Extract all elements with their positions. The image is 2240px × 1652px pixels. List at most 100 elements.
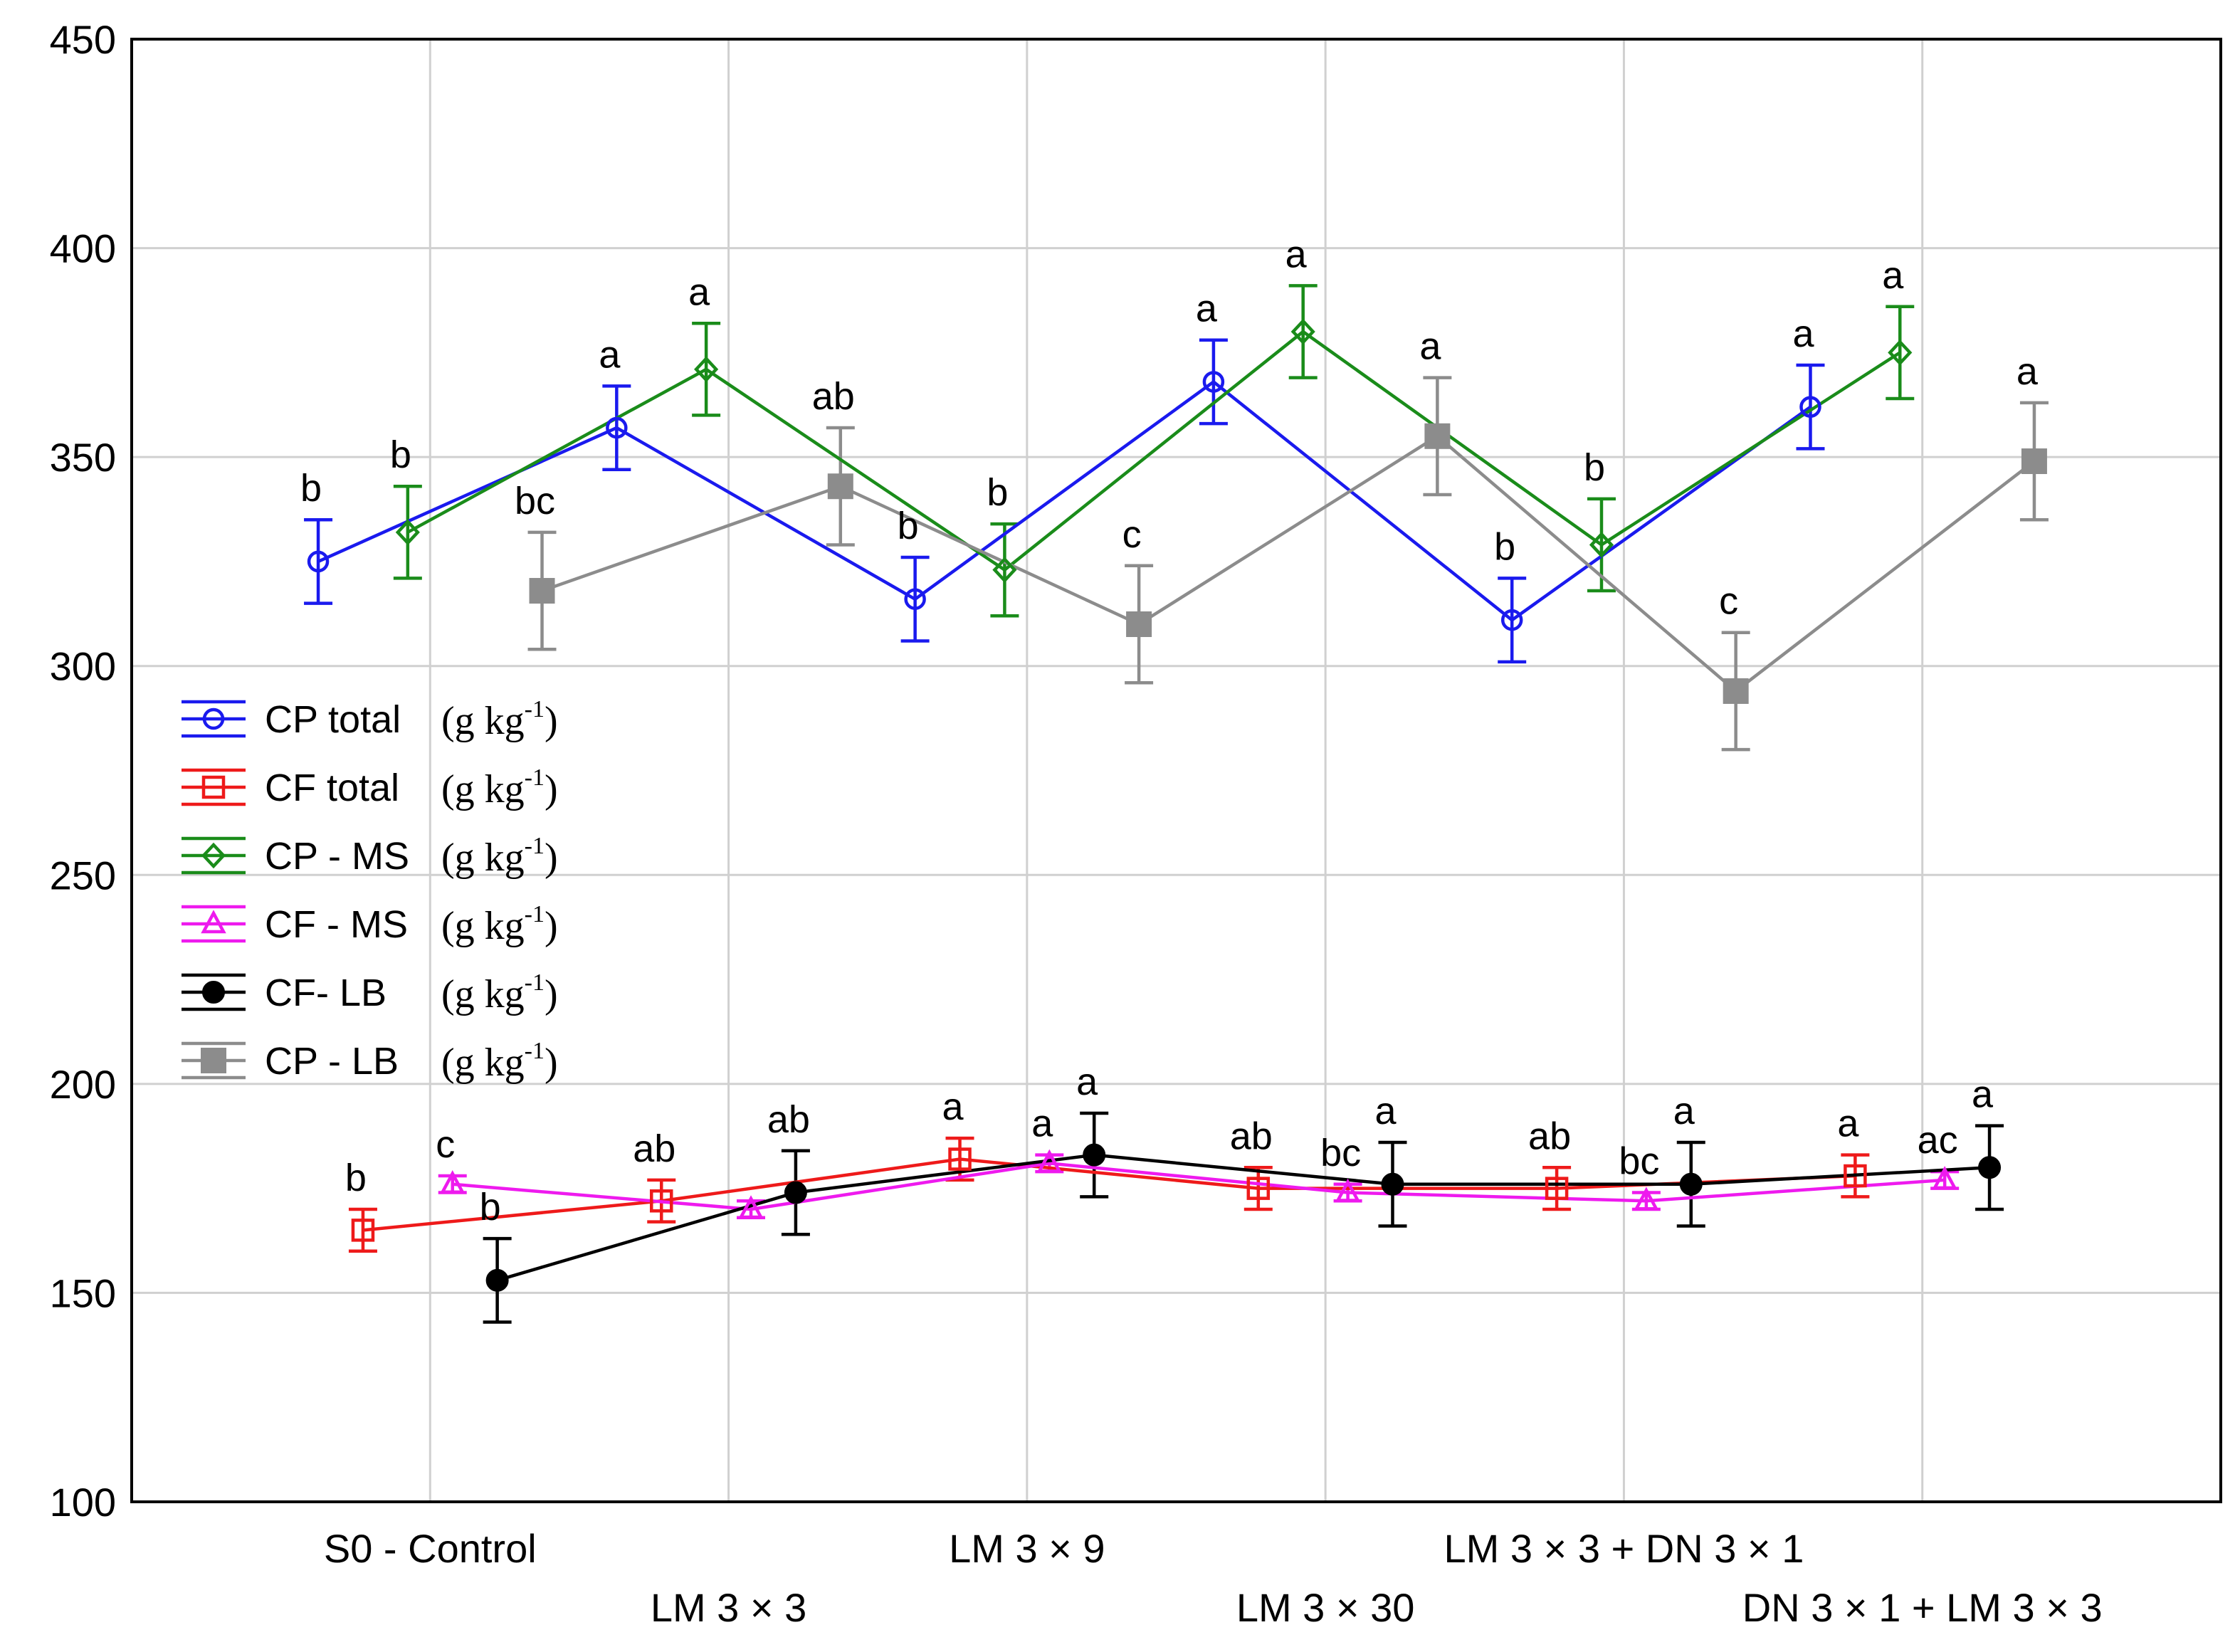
- series-line: [496, 1153, 1990, 1282]
- significance-letter: a: [942, 1085, 964, 1128]
- data-point: [1723, 678, 1749, 704]
- significance-letter: b: [345, 1157, 367, 1199]
- significance-letter: b: [390, 433, 411, 476]
- data-point: [1844, 1164, 1867, 1188]
- legend-unit: (g kg-1): [441, 764, 558, 811]
- data-point: [351, 1219, 375, 1242]
- significance-letter: b: [1494, 525, 1515, 568]
- axes: 100 150 200 250 300 350 400 450 S0 - Control LM 3…: [50, 17, 2222, 1630]
- significance-letter: a: [1419, 325, 1441, 368]
- legend-label: CP total: [265, 698, 401, 741]
- significance-letter: a: [1285, 233, 1308, 275]
- plot-frame: [130, 38, 2222, 1503]
- series-line: [452, 1162, 1945, 1211]
- legend-unit: (g kg-1): [441, 833, 558, 880]
- data-point: [827, 473, 853, 500]
- significance-letter: a: [1673, 1090, 1695, 1132]
- data-point: [1589, 532, 1614, 558]
- significance-letter: a: [1792, 312, 1814, 355]
- y-tick-label: 200: [50, 1062, 116, 1107]
- data-point: [1290, 318, 1315, 345]
- significance-letter: ab: [812, 375, 855, 418]
- significance-letter: bc: [515, 480, 555, 522]
- significance-letter: a: [1196, 288, 1218, 330]
- significance-letter: a: [599, 333, 621, 376]
- significance-letter: c: [1122, 513, 1142, 556]
- x-tick-label: LM 3 × 30: [1236, 1585, 1415, 1630]
- significance-letter: ab: [633, 1127, 675, 1170]
- y-tick-label: 350: [50, 435, 116, 480]
- x-tick-label: S0 - Control: [324, 1526, 537, 1571]
- legend-label: CF total: [265, 767, 399, 809]
- y-tick-label: 450: [50, 17, 116, 62]
- data-point: [694, 356, 719, 383]
- legend-unit: (g kg-1): [441, 901, 558, 948]
- significance-letter: ab: [767, 1098, 810, 1141]
- significance-letter: a: [1882, 254, 1904, 297]
- y-tick-label: 300: [50, 644, 116, 689]
- y-tick-label: 100: [50, 1480, 116, 1525]
- legend: CP total (g kg-1) CF total (g kg-1) CP - MS (…: [182, 696, 558, 1085]
- legend-marker: [201, 910, 226, 934]
- data-point: [1202, 371, 1225, 393]
- significance-letter: a: [2016, 350, 2039, 393]
- legend-label: CP - LB: [265, 1040, 399, 1083]
- error-bars: [304, 284, 2049, 1324]
- data-point: [2021, 448, 2047, 475]
- data-point: [1126, 611, 1152, 637]
- data-point: [1978, 1156, 2002, 1179]
- legend-marker: [201, 1048, 226, 1073]
- legend-marker: [202, 981, 225, 1004]
- significance-letter: b: [300, 467, 322, 510]
- y-tick-label: 150: [50, 1270, 116, 1315]
- significance-letter: bc: [1619, 1140, 1659, 1183]
- significance-letter: ab: [1528, 1115, 1571, 1157]
- data-point: [948, 1147, 972, 1171]
- series-line: [541, 433, 2036, 693]
- data-point: [1381, 1172, 1404, 1196]
- data-point: [649, 1189, 673, 1213]
- data-point: [904, 588, 926, 611]
- data-point: [485, 1268, 509, 1292]
- x-tick-label: LM 3 × 3: [651, 1585, 806, 1630]
- legend-label: CF- LB: [265, 972, 387, 1014]
- significance-letter: a: [1374, 1090, 1397, 1132]
- significance-letter: c: [436, 1123, 455, 1166]
- data-point: [1799, 396, 1821, 418]
- data-point: [1888, 340, 1913, 366]
- data-point: [606, 416, 628, 439]
- significance-letter: a: [1031, 1103, 1053, 1145]
- data-point: [1634, 1187, 1659, 1211]
- legend-unit: (g kg-1): [441, 969, 558, 1016]
- series-line: [317, 379, 1812, 622]
- significance-letter: bc: [1320, 1132, 1361, 1174]
- data-point: [738, 1195, 764, 1219]
- data-point: [1036, 1149, 1063, 1173]
- significance-letter: b: [987, 471, 1008, 514]
- x-tick-label: LM 3 × 9: [949, 1526, 1105, 1571]
- significance-letter: b: [1584, 446, 1605, 489]
- gridlines: [132, 39, 2221, 1502]
- series-line: [362, 1157, 1856, 1232]
- data-point: [395, 519, 420, 546]
- legend-marker: [202, 707, 225, 730]
- data-point: [1679, 1172, 1703, 1196]
- data-point: [1424, 423, 1451, 449]
- data-point: [529, 578, 555, 604]
- data-points: [307, 318, 2047, 1292]
- data-point: [1335, 1178, 1361, 1202]
- legend-unit: (g kg-1): [441, 696, 558, 743]
- significance-letter: c: [1719, 580, 1738, 623]
- legend-label: CF - MS: [265, 903, 408, 946]
- y-tick-label: 250: [50, 853, 116, 898]
- series-line: [406, 330, 1901, 572]
- series-lines: [317, 330, 2036, 1282]
- significance-letter: a: [1076, 1061, 1098, 1103]
- data-point: [307, 550, 330, 573]
- x-tick-label: LM 3 × 3 + DN 3 × 1: [1444, 1526, 1804, 1571]
- data-point: [784, 1181, 807, 1204]
- data-point: [1083, 1143, 1106, 1167]
- significance-letter: a: [688, 270, 710, 313]
